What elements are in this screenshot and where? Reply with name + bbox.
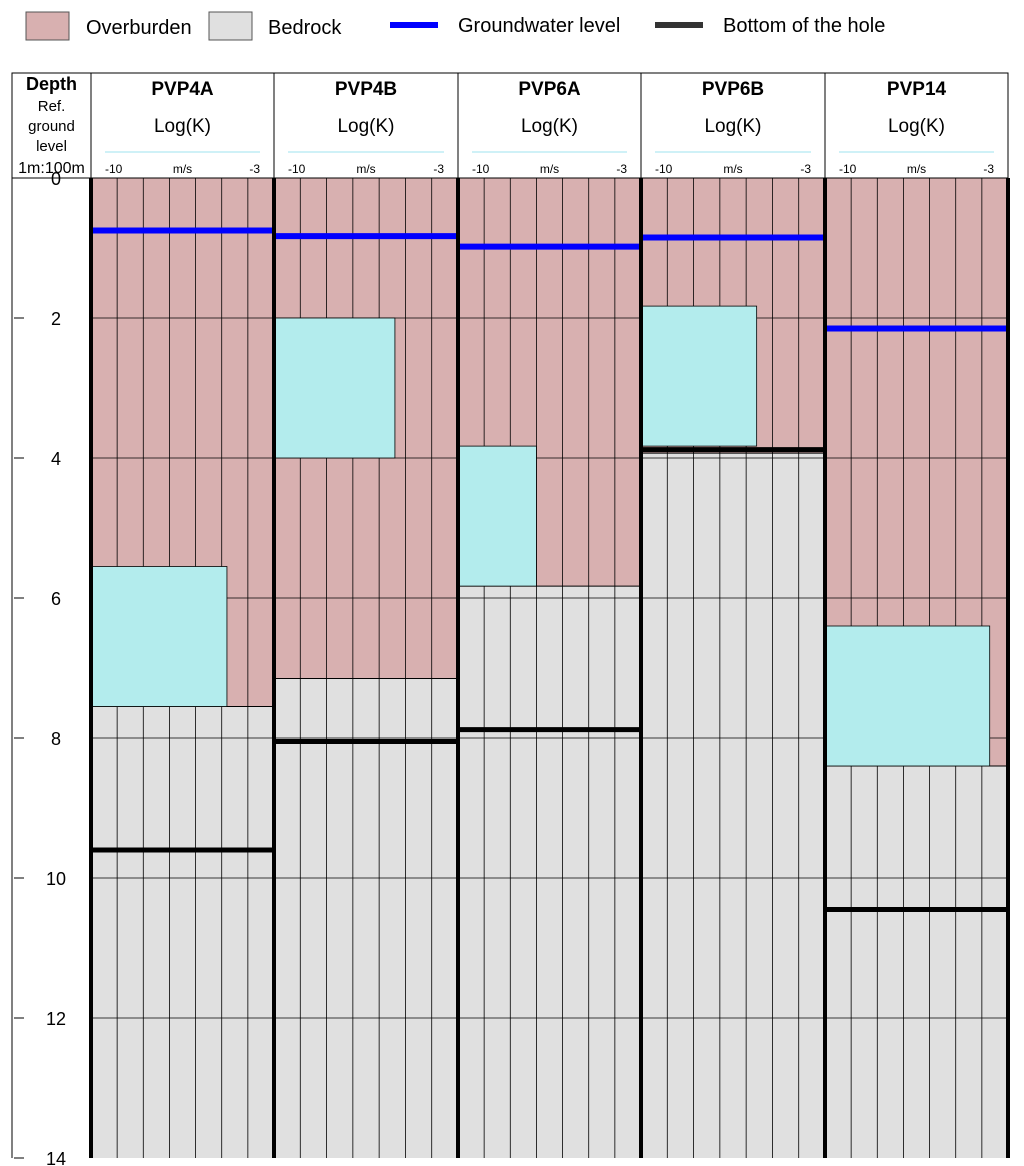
depth-tick-label: 2 — [51, 309, 61, 329]
depth-tick-label: 4 — [51, 449, 61, 469]
depth-tick-label: 0 — [51, 169, 61, 189]
borehole-pvp6a — [457, 178, 641, 1158]
borehole-pvp6b — [640, 178, 825, 1159]
borehole-title: PVP6B — [702, 79, 764, 100]
k-scale-unit: m/s — [540, 162, 559, 176]
depth-header-line: level — [36, 138, 67, 155]
depth-axis: 0 2 4 6 8 10 12 14 — [14, 169, 66, 1166]
depth-tick-label: 6 — [51, 589, 61, 609]
k-scale-unit: m/s — [907, 162, 926, 176]
legend-swatch-bedrock — [208, 11, 253, 41]
depth-header-line: ground — [28, 118, 75, 135]
borehole-title: PVP6A — [518, 79, 581, 100]
legend-label-groundwater-level: Groundwater level — [458, 15, 620, 37]
k-scale-min: -10 — [105, 162, 123, 176]
k-scale-max: -3 — [249, 162, 260, 176]
legend-label-overburden: Overburden — [86, 17, 192, 39]
k-test-bar — [457, 445, 537, 587]
borehole-title: PVP14 — [887, 79, 947, 100]
k-test-bar — [824, 625, 991, 767]
log-k-label: Log(K) — [521, 116, 578, 137]
bedrock-fill — [91, 706, 274, 1158]
k-scale-min: -10 — [655, 162, 673, 176]
k-test-bar — [640, 305, 758, 447]
log-k-label: Log(K) — [337, 116, 394, 137]
depth-scale-label: 1m:100m — [18, 160, 85, 177]
log-headers: PVP4A Log(K) -10 m/s -3 PVP4B Log(K) -10 m/s -3 PV… — [11, 72, 1009, 1158]
k-scale-max: -3 — [433, 162, 444, 176]
k-test-bar — [273, 317, 396, 459]
legend-label-bedrock: Bedrock — [268, 17, 342, 39]
bedrock-fill — [274, 678, 458, 1158]
depth-header-line: Ref. — [38, 98, 66, 115]
depth-tick-label: 14 — [46, 1149, 66, 1166]
depth-tick-label: 12 — [46, 1009, 66, 1029]
header-frame — [11, 72, 1009, 179]
log-body — [89, 178, 1010, 1159]
borehole-title: PVP4B — [335, 79, 397, 100]
legend: Overburden Bedrock Groundwater level Bottom… — [25, 11, 885, 41]
legend-label-bottom-of-the-hole: Bottom of the hole — [723, 15, 885, 37]
k-scale-unit: m/s — [723, 162, 742, 176]
bedrock-fill — [641, 453, 825, 1159]
log-k-label: Log(K) — [888, 116, 945, 137]
log-k-label: Log(K) — [704, 116, 761, 137]
borehole-pvp14 — [824, 178, 1008, 1158]
depth-tick-label: 8 — [51, 729, 61, 749]
k-scale-min: -10 — [288, 162, 306, 176]
depth-tick-label: 10 — [46, 869, 66, 889]
log-k-label: Log(K) — [154, 116, 211, 137]
borehole-pvp4b — [273, 178, 458, 1158]
legend-swatch-overburden — [25, 11, 70, 41]
k-scale-unit: m/s — [173, 162, 192, 176]
bedrock-fill — [458, 586, 641, 1158]
k-test-bar — [90, 566, 228, 707]
borehole-pvp4a — [90, 178, 274, 1158]
bedrock-fill — [825, 766, 1008, 1158]
borehole-title: PVP4A — [151, 79, 214, 100]
k-scale-unit: m/s — [356, 162, 375, 176]
k-scale-min: -10 — [839, 162, 857, 176]
depth-header-title: Depth — [26, 74, 77, 94]
k-scale-max: -3 — [800, 162, 811, 176]
k-scale-max: -3 — [616, 162, 627, 176]
k-scale-min: -10 — [472, 162, 490, 176]
k-scale-max: -3 — [983, 162, 994, 176]
